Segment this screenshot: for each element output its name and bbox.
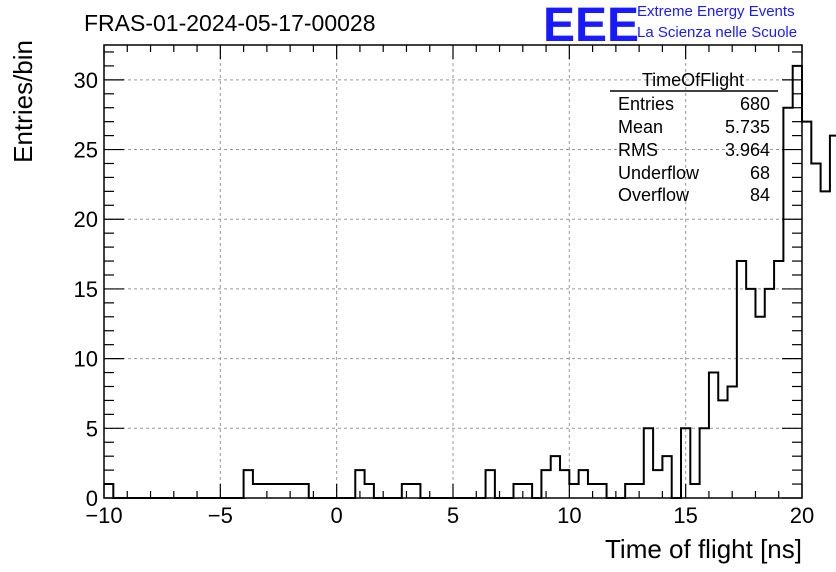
y-tick-label: 0 [86,486,98,511]
stats-value-rms: 3.964 [725,140,770,160]
y-tick-label: 5 [86,416,98,441]
stats-label-rms: RMS [618,140,658,160]
x-tick-label: −10 [85,503,122,528]
stats-label-underflow: Underflow [618,163,700,183]
stats-label-overflow: Overflow [618,185,690,205]
y-tick-label: 25 [74,138,98,163]
y-tick-label: 15 [74,277,98,302]
x-tick-label: 20 [790,503,814,528]
stats-label-mean: Mean [618,117,663,137]
stats-value-overflow: 84 [750,185,770,205]
x-tick-label: 5 [447,503,459,528]
axis-ticks [103,45,803,499]
y-tick-label: 10 [74,347,98,372]
x-tick-label: −5 [208,503,233,528]
run-title: FRAS-01-2024-05-17-00028 [84,10,376,36]
stats-box: TimeOfFlight Entries 680 Mean 5.735 RMS … [610,70,778,205]
eee-logo: EEE [543,0,640,52]
y-axis-label: Entries/bin [8,40,38,163]
y-tick-label: 30 [74,68,98,93]
x-tick-label: 10 [557,503,581,528]
stats-title: TimeOfFlight [642,70,744,90]
stats-label-entries: Entries [618,94,674,114]
y-tick-labels: 0 5 10 15 20 25 30 [74,68,98,511]
x-tick-label: 0 [331,503,343,528]
stats-value-entries: 680 [740,94,770,114]
logo-line-1: Extreme Energy Events [637,3,795,20]
y-tick-label: 20 [74,207,98,232]
x-axis-label: Time of flight [ns] [605,534,802,564]
stats-value-underflow: 68 [750,163,770,183]
grid-lines [104,45,802,498]
logo-line-2: La Scienza nelle Scuole [637,24,798,41]
x-tick-label: 15 [673,503,697,528]
stats-value-mean: 5.735 [725,117,770,137]
x-tick-labels: −10 −5 0 5 10 15 20 [85,503,814,528]
